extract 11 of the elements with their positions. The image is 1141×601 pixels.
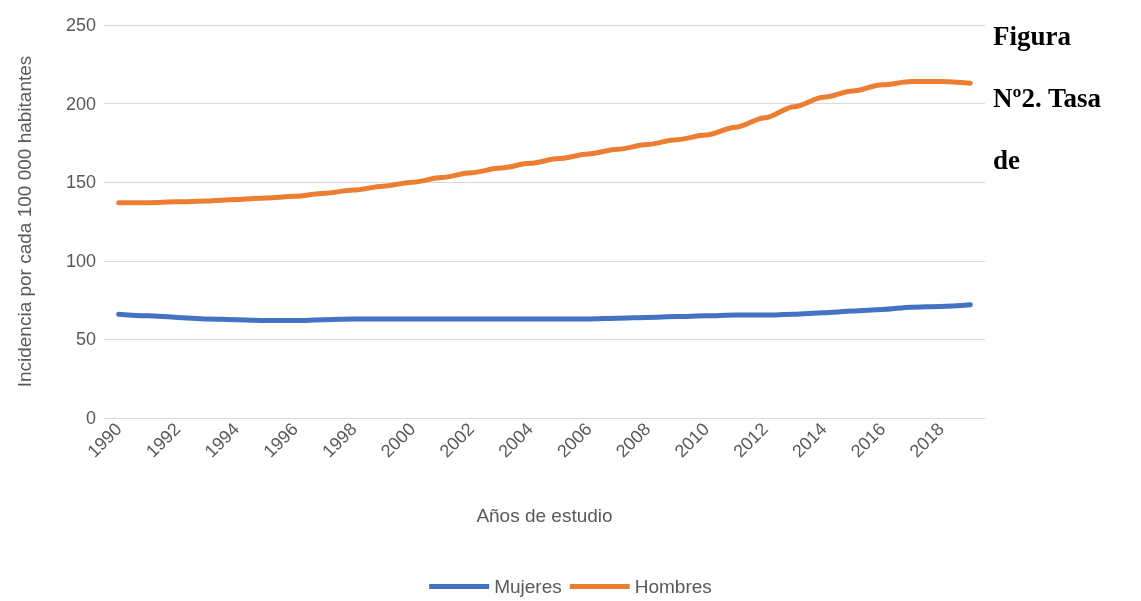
x-axis-title: Años de estudio (476, 505, 613, 526)
y-tick-label: 250 (65, 15, 96, 35)
legend-label: Hombres (634, 576, 712, 597)
y-tick-label: 50 (75, 329, 96, 350)
y-tick-label: 150 (65, 172, 96, 193)
y-tick-label: 100 (65, 250, 96, 271)
legend-label: Mujeres (494, 576, 562, 597)
y-tick-label: 200 (65, 93, 96, 114)
y-tick-label: 0 (85, 408, 96, 428)
y-axis-title: Incidencia por cada 100 000 habitantes (14, 55, 35, 388)
text: Figura Nº2. Tasa de (993, 21, 1108, 175)
